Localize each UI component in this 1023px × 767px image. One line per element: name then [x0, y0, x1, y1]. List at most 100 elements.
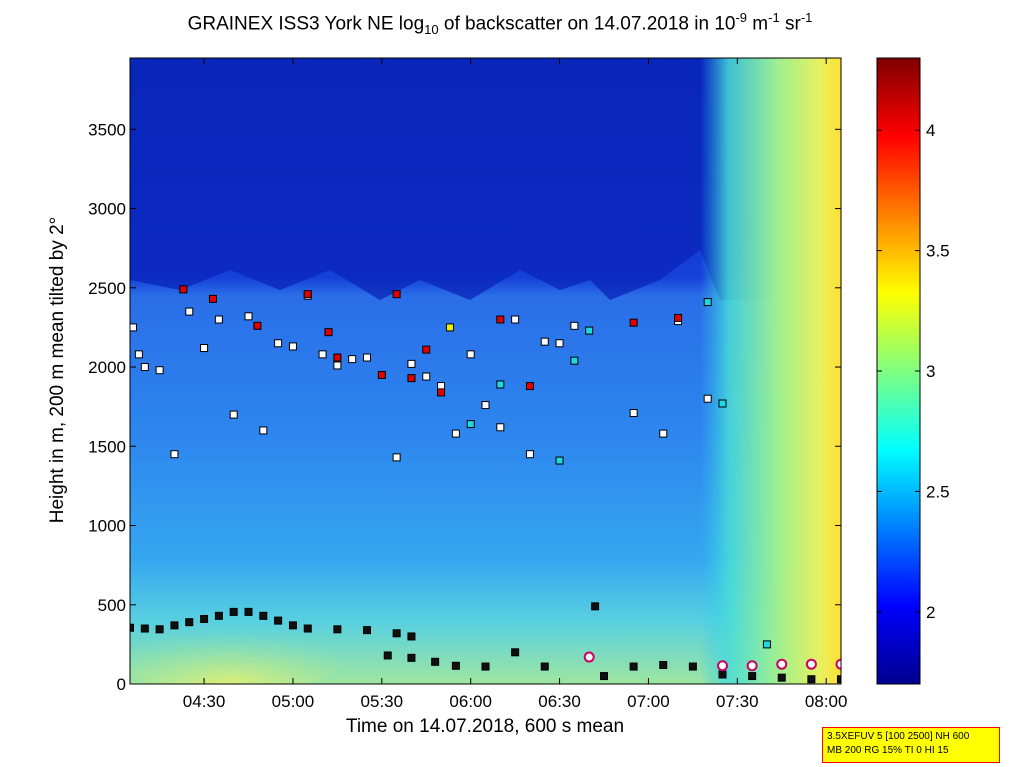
marker-square-red — [333, 353, 342, 362]
marker-square-cyan — [496, 380, 505, 389]
marker-square-white — [244, 312, 253, 321]
marker-square-red — [324, 328, 333, 337]
marker-layer — [130, 285, 841, 684]
marker-square-white — [214, 315, 223, 324]
marker-square-white — [392, 453, 401, 462]
marker-square-black — [383, 651, 392, 660]
y-tick-label: 1500 — [88, 437, 126, 456]
marker-square-white — [274, 339, 283, 348]
marker-square-black — [200, 615, 209, 624]
marker-square-black — [185, 618, 194, 627]
chart-title: GRAINEX ISS3 York NE log10 of backscatte… — [187, 10, 813, 38]
y-tick-label: 2000 — [88, 358, 126, 377]
marker-square-white — [422, 372, 431, 381]
marker-square-white — [333, 361, 342, 370]
marker-square-cyan — [466, 420, 475, 429]
marker-square-black — [155, 625, 164, 634]
x-tick-label: 05:00 — [272, 692, 315, 711]
marker-square-cyan — [555, 456, 564, 465]
marker-square-black — [777, 673, 786, 682]
marker-square-black — [333, 625, 342, 634]
marker-square-red — [629, 318, 638, 327]
marker-square-black — [431, 657, 440, 666]
marker-square-white — [288, 342, 297, 351]
marker-square-black — [259, 611, 268, 620]
marker-square-red — [303, 290, 312, 299]
marker-square-white — [259, 426, 268, 435]
marker-square-white — [229, 410, 238, 419]
marker-square-white — [134, 350, 143, 359]
marker-circle — [746, 660, 758, 672]
marker-square-white — [363, 353, 371, 362]
marker-square-cyan — [585, 326, 594, 335]
marker-square-white — [525, 450, 534, 459]
marker-circle — [776, 658, 788, 670]
marker-square-black — [748, 672, 757, 681]
marker-square-black — [363, 626, 371, 635]
marker-square-black — [511, 648, 520, 657]
backscatter-heatmap — [130, 58, 841, 684]
marker-square-black — [229, 607, 238, 616]
marker-square-black — [659, 660, 668, 669]
marker-square-black — [407, 632, 416, 641]
marker-square-black — [140, 624, 149, 633]
marker-square-cyan — [718, 399, 727, 408]
marker-square-red — [179, 285, 188, 294]
y-tick-label: 1000 — [88, 517, 126, 536]
marker-square-white — [140, 363, 149, 372]
marker-square-white — [348, 355, 357, 364]
marker-square-black — [244, 607, 253, 616]
marker-square-black — [600, 672, 608, 681]
marker-square-red — [407, 374, 416, 383]
plot-frame — [129, 57, 842, 685]
x-tick-label: 07:30 — [716, 692, 759, 711]
colorbar-tick-label: 4 — [926, 121, 935, 140]
marker-square-black — [718, 670, 727, 679]
marker-square-black — [303, 624, 312, 633]
marker-square-yellow — [445, 323, 454, 332]
y-tick-label: 3000 — [88, 200, 126, 219]
marker-square-black — [688, 662, 697, 671]
colorbar-axis: 2 2.5 3 3.5 4 — [877, 121, 950, 622]
y-tick-label: 2500 — [88, 279, 126, 298]
marker-square-red — [208, 294, 217, 303]
x-axis: 04:30 05:00 05:30 06:00 06:30 07:00 07:30 08:00 — [183, 58, 848, 711]
marker-square-cyan — [703, 298, 712, 307]
marker-square-white — [130, 323, 137, 332]
marker-square-white — [170, 450, 179, 459]
cloud-top-region — [130, 58, 841, 300]
marker-square-black — [807, 675, 816, 684]
x-tick-label: 04:30 — [183, 692, 226, 711]
processing-info-box: 3.5XEFUV 5 [100 2500] NH 600 MB 200 RG 1… — [822, 727, 1000, 763]
x-tick-label: 08:00 — [805, 692, 848, 711]
colorbar-tick-label: 3.5 — [926, 242, 950, 261]
x-tick-label: 05:30 — [361, 692, 404, 711]
marker-square-white — [703, 394, 712, 403]
marker-square-black — [170, 621, 179, 630]
y-tick-label: 3500 — [88, 120, 126, 139]
marker-square-black — [451, 661, 460, 670]
info-line-1: 3.5XEFUV 5 [100 2500] NH 600 — [827, 731, 970, 742]
marker-square-red — [496, 315, 505, 324]
marker-circle — [805, 658, 817, 670]
marker-square-white — [451, 429, 460, 438]
marker-square-cyan — [762, 640, 771, 649]
x-tick-label: 06:00 — [449, 692, 492, 711]
marker-square-white — [200, 344, 209, 353]
y-axis-label-text: Height in m, 200 m mean tilted by 2° — [47, 216, 68, 524]
marker-square-red — [674, 313, 683, 322]
marker-square-white — [570, 321, 579, 330]
x-axis-label: Time on 14.07.2018, 600 s mean — [345, 716, 625, 737]
y-tick-label: 0 — [117, 675, 126, 694]
marker-square-white — [511, 315, 520, 324]
marker-circle — [583, 651, 595, 663]
marker-square-black — [540, 662, 549, 671]
marker-square-black — [214, 611, 223, 620]
marker-square-red — [525, 382, 534, 391]
marker-square-white — [466, 350, 475, 359]
marker-square-white — [185, 307, 194, 316]
marker-square-white — [659, 429, 668, 438]
y-tick-label: 500 — [98, 596, 126, 615]
marker-square-white — [155, 366, 164, 375]
